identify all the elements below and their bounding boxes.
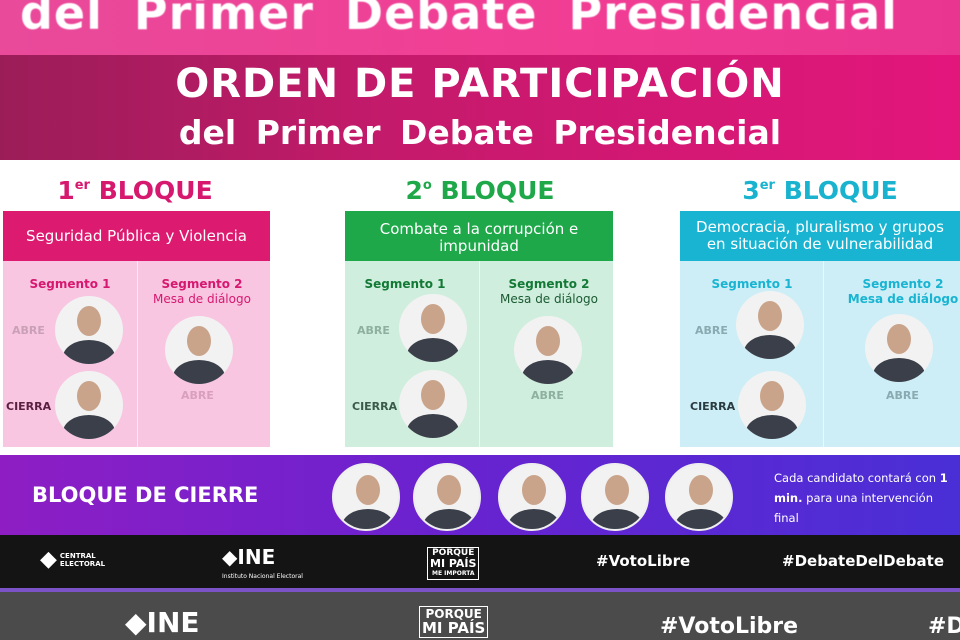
candidate-photo — [55, 296, 123, 364]
ine-logo: ◆INE Instituto Nacional Electoral — [222, 545, 303, 580]
segment-2-label: Segmento 2 Mesa de diálogo — [500, 277, 598, 306]
candidate-photo — [399, 370, 467, 438]
role-cierra: CIERRA — [690, 400, 736, 413]
ine-icon: ◆ — [222, 545, 238, 569]
central-electoral-logo: ◆ CENTRAL ELECTORAL — [40, 547, 106, 572]
candidate-photo — [413, 463, 481, 531]
block-1: Seguridad Pública y Violencia Segmento 1… — [3, 211, 270, 447]
segment-2-label: Segmento 2 Mesa de diálogo — [153, 277, 251, 306]
segment-1-label: Segmento 1 — [29, 277, 111, 291]
block-1-title: 1er BLOQUE — [57, 176, 213, 205]
candidate-photo — [399, 294, 467, 362]
page-subtitle: del Primer Debate Presidencial — [178, 113, 782, 152]
role-cierra: CIERRA — [6, 400, 52, 413]
ine-logo: ◆INE — [125, 606, 200, 639]
role-abre: ABRE — [531, 389, 564, 402]
candidate-photo — [736, 291, 804, 359]
role-cierra: CIERRA — [352, 400, 398, 413]
divider — [0, 588, 960, 592]
porque-mi-pais-logo: PORQUE MI PAÍS ME IMPORTA — [427, 547, 480, 580]
block-topic: Seguridad Pública y Violencia — [3, 211, 270, 261]
block-2-title: 2o BLOQUE — [405, 176, 555, 205]
hashtag-voto-libre: #VotoLibre — [596, 552, 691, 570]
segment-1-label: Segmento 1 — [364, 277, 446, 291]
candidate-photo — [332, 463, 400, 531]
sponsor-bar: ◆ CENTRAL ELECTORAL ◆INE Instituto Nacion… — [0, 535, 960, 588]
closing-block: BLOQUE DE CIERRE Cada candidato contará … — [0, 455, 960, 535]
segment-1-label: Segmento 1 — [711, 277, 793, 291]
block-topic: Democracia, pluralismo y grupos en situa… — [680, 211, 960, 261]
candidate-photo — [165, 316, 233, 384]
block-2: Combate a la corrupción e impunidad Segm… — [345, 211, 613, 447]
candidate-photo — [55, 371, 123, 439]
hashtag-voto-libre: #VotoLibre — [660, 614, 799, 639]
candidate-photo — [581, 463, 649, 531]
closing-block-title: BLOQUE DE CIERRE — [32, 483, 259, 507]
hashtag-debate-del-debate: #DebateDelDebate — [782, 552, 944, 570]
candidate-photo — [514, 316, 582, 384]
role-abre: ABRE — [181, 389, 214, 402]
porque-mi-pais-logo: PORQUE MI PAÍS — [419, 606, 489, 638]
central-electoral-icon: ◆ — [40, 547, 57, 572]
role-abre: ABRE — [886, 389, 919, 402]
hashtag-debate-del-debate-cropped: #D — [928, 614, 960, 639]
role-abre: ABRE — [357, 324, 390, 337]
banner-text: del Primer Debate Presidencial — [20, 0, 898, 40]
page-title: ORDEN DE PARTICIPACIÓN — [175, 61, 785, 107]
top-banner: del Primer Debate Presidencial — [0, 0, 960, 55]
role-abre: ABRE — [12, 324, 45, 337]
candidate-photo — [665, 463, 733, 531]
closing-note: Cada candidato contará con 1 min. para u… — [774, 471, 948, 525]
candidate-photo — [865, 314, 933, 382]
header: ORDEN DE PARTICIPACIÓN del Primer Debate… — [0, 55, 960, 160]
block-topic: Combate a la corrupción e impunidad — [345, 211, 613, 261]
segment-2-label: Segmento 2 Mesa de diálogo — [847, 277, 959, 306]
role-abre: ABRE — [695, 324, 728, 337]
bottom-band: ◆INE PORQUE MI PAÍS #VotoLibre #D — [0, 592, 960, 640]
ine-icon: ◆ — [125, 606, 147, 639]
candidate-photo — [738, 371, 806, 439]
block-3: Democracia, pluralismo y grupos en situa… — [680, 211, 960, 447]
candidate-photo — [498, 463, 566, 531]
block-3-title: 3er BLOQUE — [742, 176, 898, 205]
